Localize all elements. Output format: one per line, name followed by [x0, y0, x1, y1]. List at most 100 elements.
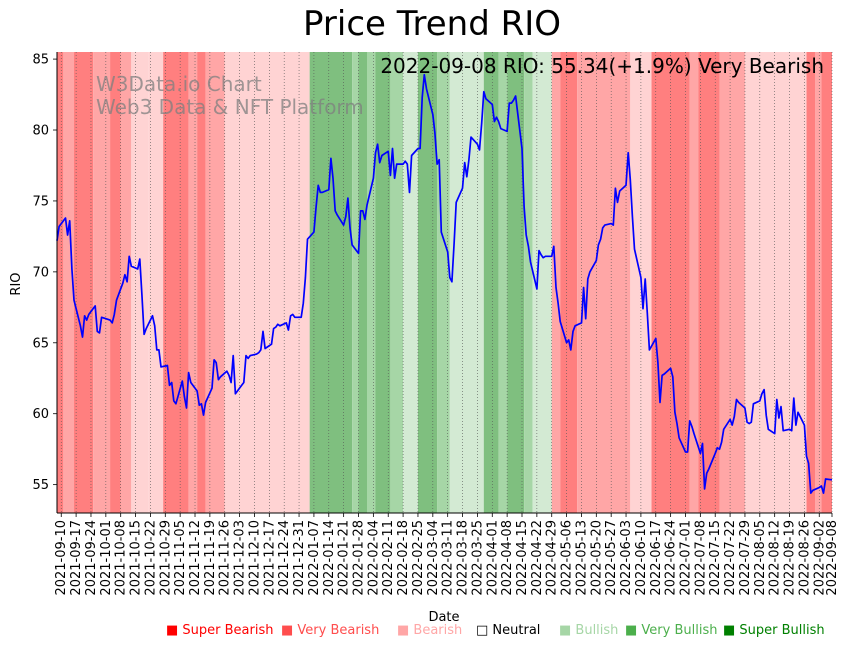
- x-tick-label: 2022-08-19: [783, 520, 798, 596]
- legend-item: ■ Bullish: [559, 623, 618, 638]
- regime-band: [390, 52, 404, 513]
- x-tick-label: 2022-04-01: [485, 520, 500, 596]
- x-tick-label: 2022-03-18: [456, 520, 471, 596]
- regime-band: [507, 52, 525, 513]
- y-tick-label: 75: [32, 194, 49, 209]
- legend: ■ Super Bearish ■ Very Bearish ■ Bearish □ …: [166, 623, 825, 638]
- regime-band: [403, 52, 418, 513]
- regime-band: [93, 52, 111, 513]
- regime-band: [719, 52, 745, 513]
- x-tick-label: 2021-09-24: [84, 520, 99, 596]
- regime-band: [163, 52, 189, 513]
- chart-title: Price Trend RIO: [302, 4, 562, 44]
- x-tick-label: 2022-05-13: [574, 520, 589, 596]
- x-tick-label: 2022-02-11: [381, 520, 396, 596]
- y-tick-label: 80: [32, 124, 49, 139]
- x-tick-label: 2022-03-11: [441, 520, 456, 596]
- regime-band: [224, 52, 310, 513]
- x-tick-label: 2022-07-15: [708, 520, 723, 596]
- regime-band: [120, 52, 132, 513]
- price-line: [56, 73, 833, 494]
- x-ticks: 2021-09-10 2021-09-17 2021-09-24 2021-10-01…: [54, 513, 840, 596]
- x-tick-label: 2021-10-22: [143, 520, 158, 596]
- regime-band: [375, 52, 391, 513]
- regime-band: [449, 52, 484, 513]
- x-tick-label: 2022-08-12: [768, 520, 783, 596]
- regime-band: [815, 52, 822, 513]
- regime-band: [358, 52, 367, 513]
- x-tick-label: 2022-02-18: [396, 520, 411, 596]
- x-tick-label: 2021-11-26: [218, 520, 233, 596]
- x-axis-label: Date: [428, 610, 459, 625]
- axes: [56, 52, 832, 514]
- x-tick-label: 2021-11-05: [173, 520, 188, 596]
- regime-band: [367, 52, 376, 513]
- x-tick-label: 2022-02-04: [366, 520, 381, 596]
- vertical-gridlines: [60, 52, 833, 513]
- regime-band: [744, 52, 807, 513]
- regime-band: [110, 52, 121, 513]
- y-axis-label: RIO: [9, 272, 24, 295]
- regime-band: [498, 52, 508, 513]
- x-tick-label: 2022-04-15: [515, 520, 530, 596]
- x-tick-label: 2021-10-15: [129, 520, 144, 596]
- regime-band: [483, 52, 499, 513]
- x-tick-label: 2022-01-14: [322, 520, 337, 596]
- x-tick-label: 2022-06-17: [649, 520, 664, 596]
- regime-band: [417, 52, 438, 513]
- x-tick-label: 2022-08-05: [753, 520, 768, 596]
- regime-band: [205, 52, 225, 513]
- legend-item: ■ Very Bullish: [625, 623, 717, 638]
- x-tick-label: 2021-12-31: [292, 520, 307, 596]
- x-tick-label: 2021-09-17: [69, 520, 84, 596]
- x-tick-label: 2022-06-24: [664, 520, 679, 596]
- legend-item: ■ Very Bearish: [281, 623, 379, 638]
- x-tick-label: 2022-04-08: [500, 520, 515, 596]
- legend-item: □ Neutral: [476, 623, 540, 638]
- x-tick-label: 2022-04-22: [530, 520, 545, 596]
- x-tick-label: 2022-07-29: [738, 520, 753, 596]
- x-tick-label: 2021-12-24: [277, 520, 292, 596]
- watermark-line-2: Web3 Data & NFT Platform: [96, 95, 364, 119]
- regime-band: [148, 52, 164, 513]
- x-tick-label: 2022-07-22: [723, 520, 738, 596]
- regime-band: [532, 52, 552, 513]
- x-tick-label: 2022-03-04: [426, 520, 441, 596]
- y-ticks: 55 60 65 70 75 80 85: [32, 53, 57, 493]
- y-tick-label: 85: [32, 53, 49, 68]
- regime-band: [131, 52, 149, 513]
- regime-band: [698, 52, 720, 513]
- x-tick-label: 2022-05-06: [560, 520, 575, 596]
- x-tick-label: 2021-09-10: [54, 520, 69, 596]
- y-tick-label: 65: [32, 336, 49, 351]
- x-tick-label: 2022-02-25: [411, 520, 426, 596]
- x-tick-label: 2022-09-02: [812, 520, 827, 596]
- y-tick-label: 60: [32, 407, 49, 422]
- x-tick-label: 2022-01-21: [337, 520, 352, 596]
- regime-band: [577, 52, 631, 513]
- regime-band: [57, 52, 64, 513]
- x-tick-label: 2022-09-08: [825, 520, 840, 596]
- x-tick-label: 2022-05-27: [604, 520, 619, 596]
- x-tick-label: 2022-06-03: [619, 520, 634, 596]
- x-tick-label: 2022-04-29: [545, 520, 560, 596]
- legend-item: ■ Super Bearish: [166, 623, 274, 638]
- x-tick-label: 2021-11-12: [188, 520, 203, 596]
- legend-item: ■ Super Bullish: [723, 623, 825, 638]
- x-tick-label: 2022-03-25: [470, 520, 485, 596]
- x-tick-label: 2021-10-01: [99, 520, 114, 596]
- x-tick-label: 2021-11-19: [203, 520, 218, 596]
- y-tick-label: 55: [32, 478, 49, 493]
- x-tick-label: 2022-06-10: [634, 520, 649, 596]
- regime-band: [689, 52, 699, 513]
- x-tick-label: 2021-10-08: [114, 520, 129, 596]
- watermark-line-1: W3Data.io Chart: [96, 72, 262, 96]
- x-tick-label: 2022-01-28: [352, 520, 367, 596]
- regime-band: [560, 52, 578, 513]
- regime-band: [197, 52, 206, 513]
- regime-band: [188, 52, 198, 513]
- regime-bands: [57, 52, 832, 513]
- latest-price-annotation: 2022-09-08 RIO: 55.34(+1.9%) Very Bearis…: [380, 54, 824, 78]
- x-tick-label: 2021-12-10: [247, 520, 262, 596]
